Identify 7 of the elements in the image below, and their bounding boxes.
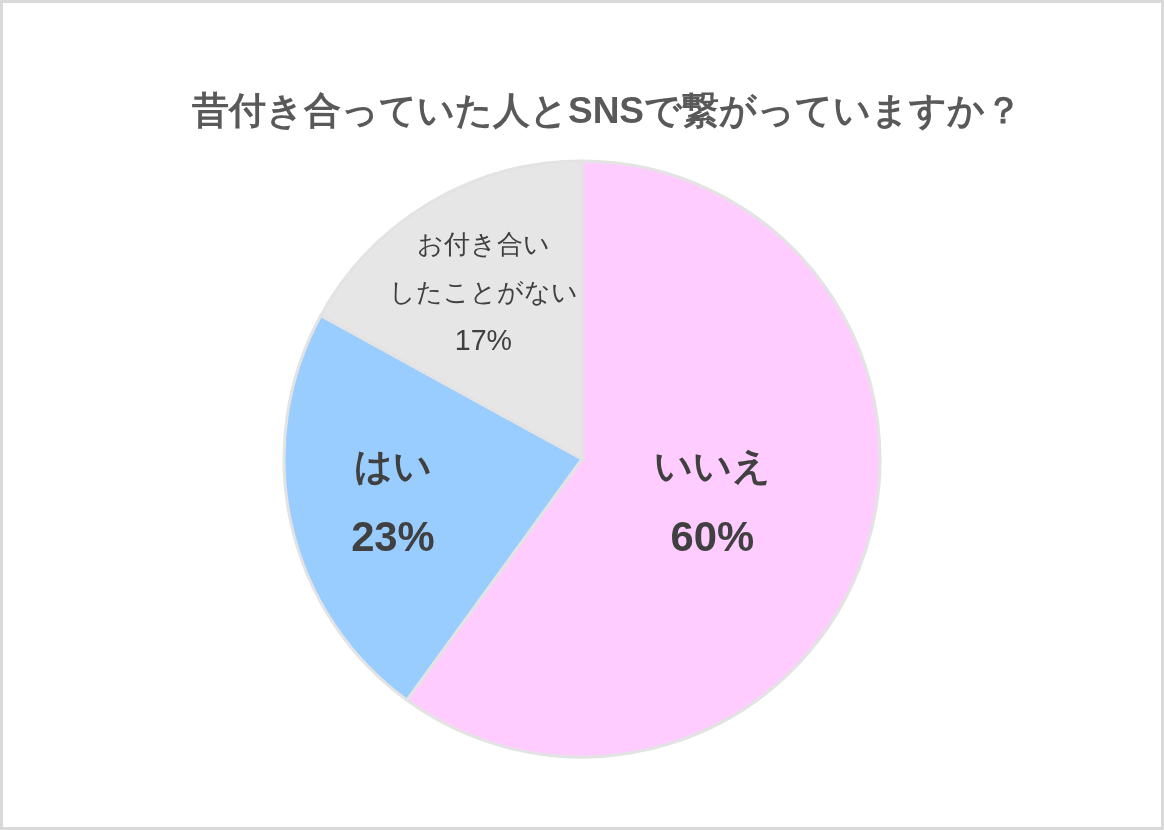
slice-label: いいえ <box>653 445 771 488</box>
slice-label: お付き合いしたことがない <box>388 229 578 308</box>
data-label: 17% <box>454 324 513 357</box>
chart-title: 昔付き合っていた人とSNSで繋がっていますか？ <box>190 89 1023 131</box>
data-label: 23% <box>351 512 435 560</box>
data-label: 60% <box>670 513 755 561</box>
slice-label: はい <box>353 445 432 488</box>
